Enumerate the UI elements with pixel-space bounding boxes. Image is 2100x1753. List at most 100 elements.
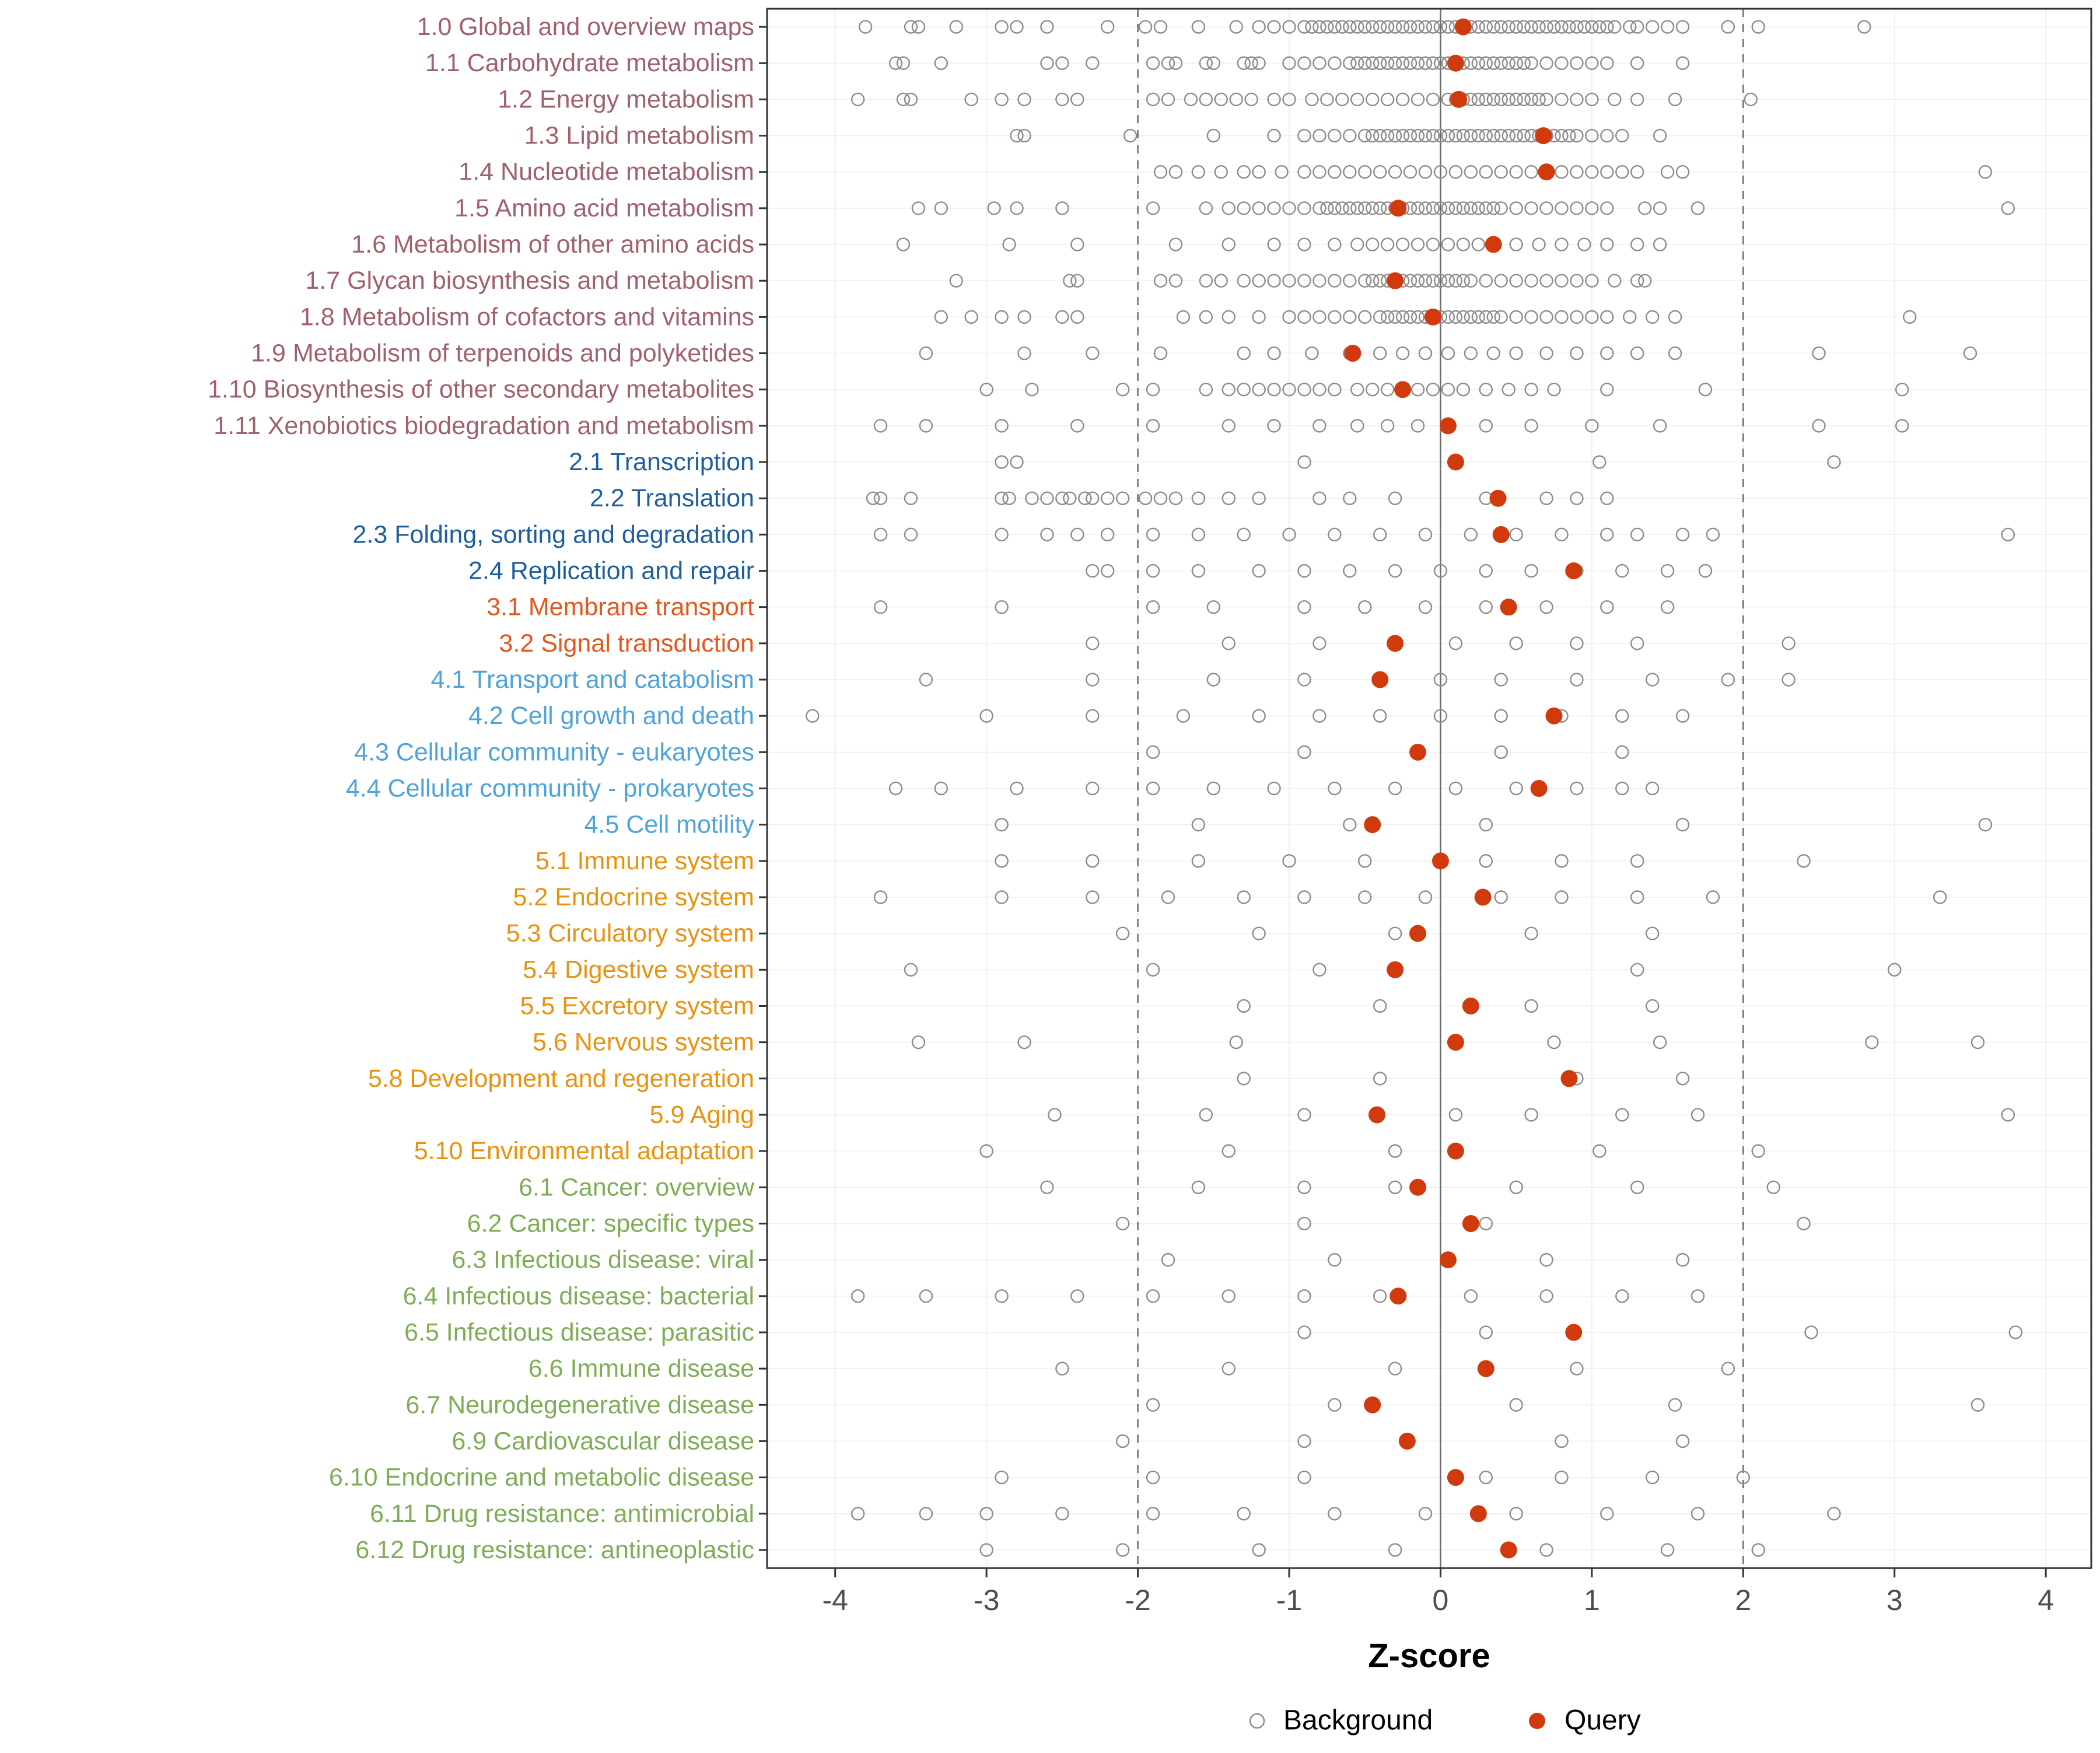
background-point [1675,165,1690,179]
background-point [1456,310,1471,324]
background-point [1524,201,1538,215]
background-point [1706,890,1720,904]
background-point [1653,419,1667,433]
background-point [1410,237,1425,251]
background-point [1343,564,1357,578]
background-point [1388,1144,1402,1158]
background-point [1275,165,1289,179]
background-point [1403,310,1418,324]
background-point [1645,999,1660,1013]
background-point [1222,491,1236,505]
background-point [873,419,888,433]
background-point [1070,310,1084,324]
background-point [1494,20,1508,34]
background-point [1585,274,1599,288]
background-point [1237,999,1251,1013]
background-point [1252,56,1266,70]
background-point [1426,274,1440,288]
background-point [1675,56,1690,70]
background-point [1471,237,1486,251]
background-point [1418,20,1433,34]
category-label: 6.11 Drug resistance: antimicrobial [370,1500,754,1528]
category-labels: 1.0 Global and overview maps 1.1 Carbohyd… [208,13,755,1564]
query-point [1454,18,1472,36]
background-point [1176,709,1191,723]
background-point [1570,165,1584,179]
background-point [1630,92,1644,107]
background-point [904,527,918,542]
background-point [995,491,1009,505]
background-point [1305,346,1319,361]
background-point [1237,165,1251,179]
background-point [1804,1325,1818,1339]
background-point [1312,201,1326,215]
background-point [1168,491,1183,505]
background-point [1418,346,1433,361]
background-point [1373,1072,1387,1086]
background-point [1410,20,1425,34]
background-point [1395,237,1410,251]
background-point [1297,673,1311,687]
background-point [1312,419,1326,433]
background-point [1380,237,1395,251]
background-point [1782,636,1796,650]
background-point [1395,92,1410,107]
background-point [1312,636,1326,650]
category-label: 2.1 Transcription [569,448,754,476]
background-point [873,527,888,542]
background-point [1161,92,1175,107]
background-point [1479,564,1493,578]
background-point [1380,383,1395,397]
background-point [1101,564,1115,578]
query-point [1439,417,1457,435]
query-point [1565,562,1583,580]
background-point [1123,128,1138,143]
category-label: 3.2 Signal transduction [499,629,754,657]
background-point [1312,709,1326,723]
background-point [1630,237,1644,251]
background-point [1366,56,1380,70]
background-point [1433,165,1448,179]
background-point [1494,890,1508,904]
background-point [1063,274,1077,288]
background-point [1426,92,1440,107]
background-point [1797,1216,1811,1231]
background-point [1403,274,1418,288]
background-point [1358,890,1372,904]
query-point [1387,272,1404,289]
background-point [1675,817,1690,832]
background-point [1146,92,1160,107]
background-point [1366,20,1380,34]
query-point [1474,888,1492,906]
background-point [2008,1325,2022,1339]
background-point [911,201,926,215]
background-point [1600,20,1614,34]
background-point [1524,20,1538,34]
background-point [1017,1035,1031,1049]
background-point [1086,890,1100,904]
background-point [1146,1398,1160,1412]
background-point [1630,165,1644,179]
background-point [1486,201,1500,215]
background-point [1555,1434,1569,1448]
x-tick-label: -4 [822,1584,848,1616]
background-point [1494,165,1508,179]
background-point [1555,128,1569,143]
background-point [1675,1072,1690,1086]
background-point [1698,564,1713,578]
query-point [1485,236,1502,253]
background-point [1373,999,1387,1013]
background-point [1115,491,1130,505]
background-point [1199,1108,1213,1122]
background-point [1502,383,1516,397]
query-point [1344,345,1362,362]
background-point [1433,274,1448,288]
query-point [1409,925,1427,942]
background-point [1600,1507,1614,1521]
background-point [1721,1362,1735,1376]
background-point [1388,1543,1402,1557]
query-point [1364,816,1381,834]
background-point [1888,963,1902,977]
background-point [1055,491,1069,505]
background-point [1297,564,1311,578]
